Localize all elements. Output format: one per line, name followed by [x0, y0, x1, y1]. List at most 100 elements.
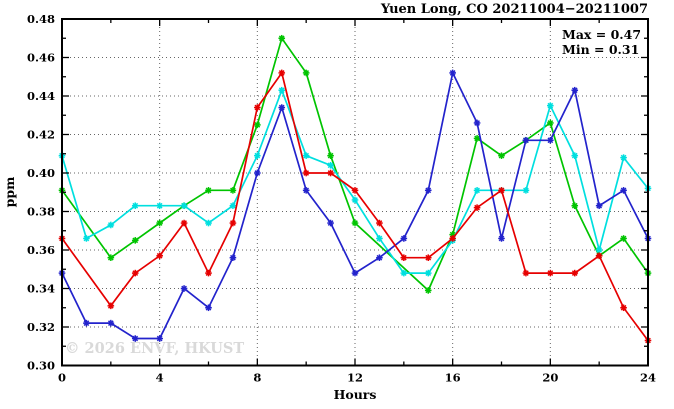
data-point-marker-cyan — [254, 152, 261, 159]
marker-stroke — [596, 247, 603, 253]
marker-stroke — [181, 202, 187, 209]
data-point-marker-cyan — [571, 152, 579, 159]
marker-stroke — [327, 152, 334, 159]
data-point-marker-green — [254, 121, 261, 129]
marker-stroke — [156, 252, 163, 259]
data-point-marker-red — [278, 69, 286, 77]
x-tick-label: 8 — [253, 371, 261, 385]
data-point-marker-cyan — [595, 246, 603, 254]
marker-stroke — [620, 187, 627, 194]
marker-stroke — [449, 70, 456, 76]
data-point-marker-green — [473, 135, 481, 142]
data-point-marker-red — [424, 254, 432, 261]
data-point-marker-green — [620, 235, 627, 242]
min-annotation: Min = 0.31 — [562, 42, 639, 57]
marker-stroke — [156, 335, 163, 342]
data-point-marker-red — [229, 219, 237, 227]
data-point-marker-cyan — [229, 202, 237, 210]
marker-stroke — [376, 235, 383, 242]
marker-stroke — [156, 220, 163, 226]
grid-layer — [62, 19, 648, 366]
data-point-marker-red — [498, 187, 505, 194]
marker-stroke — [547, 137, 554, 144]
marker-stroke — [132, 237, 139, 244]
data-point-marker-red — [205, 269, 212, 277]
marker-stroke — [474, 120, 480, 126]
y-tick-label: 0.38 — [27, 205, 55, 219]
data-point-marker-red — [547, 269, 554, 277]
marker-stroke — [132, 270, 139, 276]
marker-stroke — [547, 120, 554, 126]
data-point-marker-blue — [498, 235, 505, 242]
marker-stroke — [303, 152, 310, 159]
max-annotation: Max = 0.47 — [562, 27, 641, 42]
series-line-red — [61, 70, 649, 342]
marker-stroke — [303, 170, 310, 176]
data-point-marker-green — [571, 202, 579, 210]
data-point-marker-cyan — [278, 86, 286, 94]
data-point-marker-cyan — [107, 221, 115, 229]
y-tick-label: 0.48 — [27, 12, 55, 26]
marker-stroke — [498, 187, 505, 194]
marker-stroke — [254, 104, 261, 111]
data-point-marker-red — [595, 252, 603, 260]
marker-stroke — [303, 70, 310, 76]
y-tick-label: 0.30 — [27, 359, 55, 373]
data-point-marker-red — [180, 219, 188, 227]
data-point-marker-red — [449, 235, 456, 242]
data-point-marker-cyan — [327, 162, 334, 169]
data-point-marker-cyan — [156, 202, 163, 210]
data-point-marker-cyan — [180, 202, 188, 210]
data-point-marker-red — [571, 269, 579, 277]
data-point-marker-blue — [595, 202, 603, 210]
x-tick-label: 12 — [347, 371, 363, 385]
x-tick-label: 4 — [156, 371, 164, 385]
marker-stroke — [352, 187, 358, 194]
data-point-marker-blue — [400, 235, 408, 242]
series-line-cyan — [61, 87, 649, 274]
data-point-marker-blue — [131, 335, 139, 342]
marker-stroke — [327, 162, 334, 169]
marker-stroke — [327, 170, 334, 176]
axes-layer: 0.30 0.32 0.34 0.36 0.38 0.40 0.42 0.44 0.46 0.48… — [27, 12, 656, 385]
marker-stroke — [449, 235, 456, 242]
marker-stroke — [83, 235, 90, 242]
marker-stroke — [107, 254, 114, 261]
data-point-marker-blue — [547, 136, 554, 144]
y-tick-label: 0.34 — [27, 282, 55, 296]
x-tick-label: 0 — [58, 371, 66, 385]
data-point-marker-blue — [327, 219, 334, 227]
data-point-marker-green — [156, 219, 163, 227]
data-point-marker-green — [424, 287, 432, 294]
data-point-marker-blue — [278, 104, 286, 111]
y-tick-label: 0.44 — [27, 89, 55, 103]
marker-stroke — [278, 104, 285, 111]
data-point-marker-red — [327, 169, 334, 177]
marker-stroke — [547, 102, 554, 109]
y-tick-label: 0.36 — [27, 243, 55, 257]
marker-stroke — [107, 222, 114, 228]
data-point-marker-green — [498, 152, 505, 159]
marker-stroke — [132, 335, 139, 342]
data-point-marker-red — [473, 204, 481, 211]
data-point-marker-blue — [351, 269, 359, 277]
data-point-marker-red — [156, 252, 163, 260]
data-point-marker-green — [131, 237, 139, 244]
data-point-marker-blue — [449, 69, 456, 77]
data-point-marker-green — [327, 152, 334, 159]
marker-stroke — [596, 202, 603, 209]
data-point-marker-green — [107, 254, 115, 261]
data-point-marker-blue — [376, 254, 383, 261]
series-blue — [58, 69, 652, 342]
watermark: © 2026 ENVF, HKUST — [65, 340, 244, 357]
data-point-marker-red — [376, 219, 383, 227]
marker-stroke — [498, 235, 505, 242]
marker-stroke — [571, 152, 578, 159]
marker-stroke — [230, 187, 236, 194]
marker-stroke — [278, 70, 285, 76]
marker-stroke — [352, 220, 358, 226]
data-point-marker-cyan — [620, 154, 627, 161]
marker-stroke — [620, 304, 627, 311]
chart-title: Yuen Long, CO 20211004−20211007 — [380, 2, 648, 17]
